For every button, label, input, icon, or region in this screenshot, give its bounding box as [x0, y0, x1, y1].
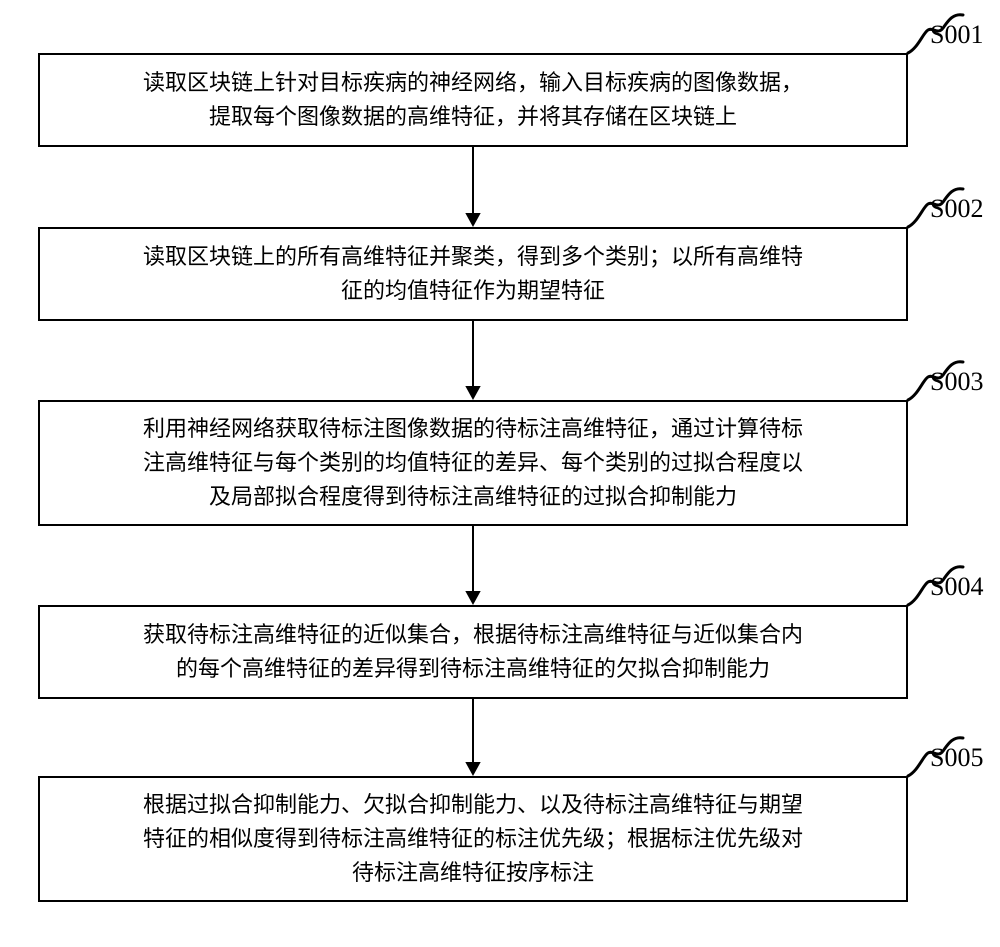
- flow-node-s004: 获取待标注高维特征的近似集合，根据待标注高维特征与近似集合内 的每个高维特征的差…: [38, 605, 908, 699]
- step-label-s002: S002: [930, 194, 983, 224]
- flow-node-s003: 利用神经网络获取待标注图像数据的待标注高维特征，通过计算待标 注高维特征与每个类…: [38, 400, 908, 526]
- flow-node-text: 读取区块链上针对目标疾病的神经网络，输入目标疾病的图像数据， 提取每个图像数据的…: [40, 66, 906, 134]
- flow-node-text: 利用神经网络获取待标注图像数据的待标注高维特征，通过计算待标 注高维特征与每个类…: [40, 412, 906, 514]
- flow-node-text: 获取待标注高维特征的近似集合，根据待标注高维特征与近似集合内 的每个高维特征的差…: [40, 618, 906, 686]
- flow-node-s001: 读取区块链上针对目标疾病的神经网络，输入目标疾病的图像数据， 提取每个图像数据的…: [38, 53, 908, 147]
- flow-node-s002: 读取区块链上的所有高维特征并聚类，得到多个类别；以所有高维特 征的均值特征作为期…: [38, 227, 908, 321]
- flowchart-canvas: 读取区块链上针对目标疾病的神经网络，输入目标疾病的图像数据， 提取每个图像数据的…: [0, 0, 1000, 947]
- step-label-s004: S004: [930, 572, 983, 602]
- step-label-s003: S003: [930, 367, 983, 397]
- flow-node-s005: 根据过拟合抑制能力、欠拟合抑制能力、以及待标注高维特征与期望 特征的相似度得到待…: [38, 776, 908, 902]
- step-label-s001: S001: [930, 20, 983, 50]
- flow-node-text: 根据过拟合抑制能力、欠拟合抑制能力、以及待标注高维特征与期望 特征的相似度得到待…: [40, 788, 906, 890]
- step-label-s005: S005: [930, 743, 983, 773]
- flow-node-text: 读取区块链上的所有高维特征并聚类，得到多个类别；以所有高维特 征的均值特征作为期…: [40, 240, 906, 308]
